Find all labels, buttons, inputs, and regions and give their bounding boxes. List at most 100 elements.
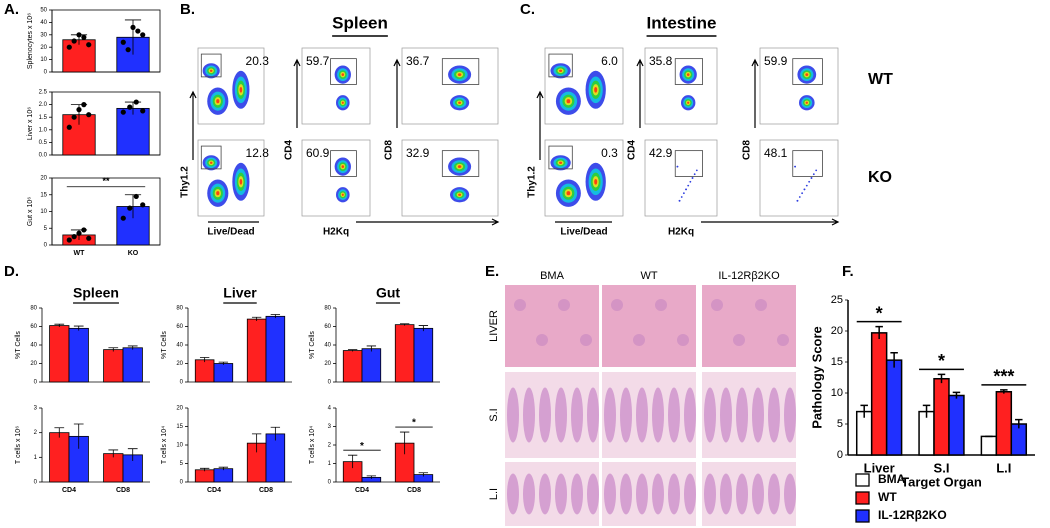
error-bar — [127, 345, 138, 350]
tissue-structure — [752, 473, 764, 515]
y-tick-label: 10 — [40, 57, 47, 63]
cell-dot — [815, 169, 818, 172]
y-tick-label: 4 — [328, 406, 332, 412]
cell-density — [805, 101, 808, 104]
data-point — [127, 104, 133, 110]
bar — [885, 359, 903, 456]
error-bar — [199, 467, 210, 472]
tissue-structure — [768, 387, 780, 443]
flow-frame — [301, 139, 371, 217]
error-bar — [54, 427, 65, 438]
cell-density — [457, 165, 462, 168]
tissue — [702, 462, 796, 526]
y-tick-label: 40 — [324, 343, 331, 349]
flow-title: Spleen — [332, 13, 388, 32]
cell-density — [341, 101, 344, 104]
y-tick-label: 15 — [40, 192, 47, 198]
x-axis-label: H2Kq — [323, 227, 349, 238]
y-axis-label: CD4 — [627, 140, 638, 160]
tissue-structure — [507, 473, 519, 515]
cell-density — [216, 191, 220, 196]
significance-label: * — [412, 418, 416, 429]
legend-label: BMA — [878, 472, 906, 486]
cell-dot — [689, 180, 692, 183]
tissue-structure — [784, 473, 796, 515]
tissue-structure — [704, 387, 716, 443]
chart-title: Liver — [223, 285, 257, 301]
bar — [103, 349, 124, 383]
y-tick-label: 0 — [328, 480, 332, 486]
bar — [361, 348, 382, 383]
error-bar — [347, 454, 358, 469]
flow-frame — [644, 47, 718, 125]
gate-percentage: 35.8 — [649, 54, 673, 68]
y-tick-label: 20 — [40, 176, 47, 182]
error-bar — [1015, 418, 1023, 429]
tissue-structure — [604, 473, 616, 515]
y-tick-label: 80 — [176, 306, 183, 312]
y-tick-label: 5 — [180, 461, 184, 467]
cell-density — [239, 178, 243, 185]
tissue-structure — [752, 387, 764, 443]
axis-arrow — [189, 90, 197, 160]
row-label: LIVER — [488, 310, 500, 342]
gate-percentage: 59.9 — [764, 54, 788, 68]
error-bar — [399, 431, 410, 455]
y-tick-label: 15 — [831, 356, 843, 368]
error-bar — [399, 323, 410, 326]
bar — [948, 394, 965, 456]
tissue-structure — [784, 387, 796, 443]
bar — [246, 318, 267, 383]
y-tick-label: 5 — [837, 418, 843, 430]
row-label: WT — [868, 71, 893, 88]
bar — [49, 325, 70, 383]
x-tick-label: CD4 — [207, 487, 221, 494]
tissue-spot — [580, 334, 592, 346]
axis-arrow — [636, 58, 644, 128]
tissue-structure — [523, 473, 535, 515]
flow-frame — [759, 139, 839, 217]
x-axis-label: Target Organ — [901, 474, 982, 489]
histology-image — [702, 372, 796, 458]
y-axis-label: %T Cells — [161, 331, 168, 359]
flow-frame — [759, 47, 839, 125]
cell-dot — [680, 196, 683, 198]
tissue-structure — [539, 473, 551, 515]
cell-dot — [808, 180, 811, 183]
y-axis-label: Thy1.2 — [527, 166, 538, 198]
panel-label: F. — [842, 263, 854, 280]
x-tick-label: WT — [74, 250, 86, 257]
tissue-structure — [571, 473, 583, 515]
tissue-structure — [587, 387, 599, 443]
bar — [394, 324, 415, 383]
flow-plot — [301, 139, 371, 217]
column-label: IL-12Rβ2KO — [718, 270, 780, 282]
data-point — [135, 28, 141, 34]
histology-image — [505, 285, 599, 367]
y-tick-label: 15 — [176, 424, 183, 430]
panel-label: D. — [4, 263, 19, 280]
bar — [213, 468, 234, 483]
bar — [1010, 423, 1028, 456]
y-axis-label: CD4 — [284, 140, 295, 160]
error-bar — [270, 314, 281, 319]
axis-arrow — [208, 218, 500, 226]
gate — [792, 58, 823, 85]
gate — [792, 150, 823, 177]
gate-percentage: 59.7 — [306, 54, 330, 68]
data-point — [125, 47, 131, 53]
significance-label: * — [360, 441, 364, 452]
error-bar — [108, 347, 119, 352]
y-tick-label: 1.0 — [39, 127, 48, 133]
tissue-structure — [684, 473, 696, 515]
tissue-structure — [684, 387, 696, 443]
data-point — [120, 39, 126, 45]
flow-frame — [544, 139, 624, 217]
y-tick-label: 2.0 — [39, 102, 48, 108]
bar — [265, 433, 286, 483]
flow-frame — [301, 47, 371, 125]
gate — [548, 145, 573, 170]
y-tick-label: 60 — [30, 324, 37, 330]
axis-arrow — [751, 58, 759, 128]
y-tick-label: 1.5 — [39, 115, 48, 121]
